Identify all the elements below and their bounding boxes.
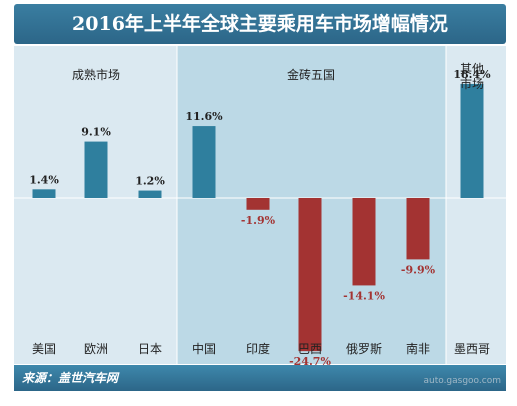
bar-日本 <box>138 190 162 198</box>
value-label: 1.4% <box>29 173 59 186</box>
source-label: 来源：盖世汽车网 <box>22 371 119 385</box>
bar-南非 <box>406 198 430 260</box>
panel-1 <box>14 46 177 364</box>
group-label: 成熟市场 <box>72 67 120 82</box>
bar-巴西 <box>298 198 322 352</box>
value-label: -1.9% <box>241 214 276 227</box>
value-label: 9.1% <box>81 126 111 139</box>
category-label: 墨西哥 <box>454 342 490 356</box>
bar-中国 <box>192 126 216 198</box>
group-label: 金砖五国 <box>287 67 335 82</box>
value-label: -9.9% <box>401 263 436 276</box>
category-label: 欧洲 <box>84 342 108 356</box>
category-label: 日本 <box>138 342 162 356</box>
footer-bar <box>14 365 506 391</box>
category-label: 美国 <box>32 342 56 356</box>
category-label: 俄罗斯 <box>346 342 382 356</box>
title-bar: 2016年上半年全球主要乘用车市场增幅情况 <box>14 4 506 44</box>
bar-美国 <box>32 189 56 198</box>
category-label: 巴西 <box>298 342 322 356</box>
value-label: -24.7% <box>289 355 331 368</box>
watermark-logo: auto.gasgoo.com <box>423 376 501 386</box>
category-label: 南非 <box>406 341 430 356</box>
group-label: 其他市场 <box>460 62 484 91</box>
bar-俄罗斯 <box>352 198 376 286</box>
group-label-line: 市场 <box>460 76 484 91</box>
category-label: 印度 <box>246 341 270 356</box>
value-label: 1.2% <box>135 175 165 188</box>
bar-墨西哥 <box>460 83 484 198</box>
category-label: 中国 <box>192 341 216 356</box>
value-label: 18.4% <box>453 68 491 81</box>
group-label-line: 其他 <box>460 62 484 76</box>
value-label: -14.1% <box>343 289 385 302</box>
value-label: 11.6% <box>185 110 223 123</box>
chart-title: 2016年上半年全球主要乘用车市场增幅情况 <box>72 13 448 35</box>
bar-欧洲 <box>84 141 108 198</box>
bar-印度 <box>246 198 270 210</box>
